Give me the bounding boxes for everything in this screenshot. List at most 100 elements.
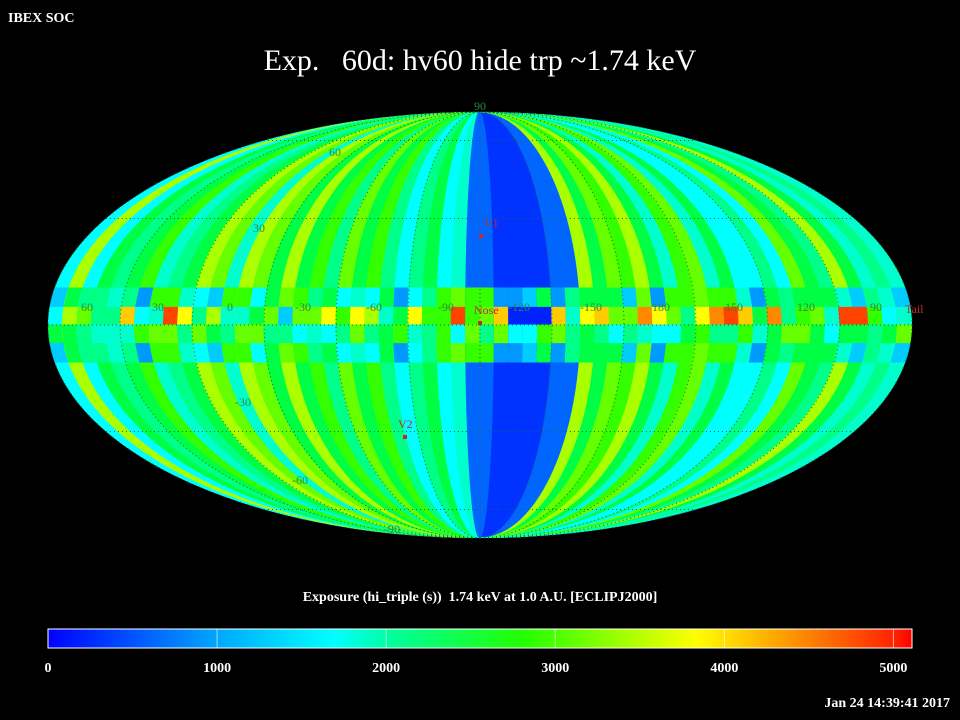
stripe-cell <box>336 343 353 363</box>
stripe-cell <box>881 324 899 345</box>
stripe-cell <box>465 343 481 363</box>
stripe-cell <box>421 305 438 326</box>
stripe-cell <box>493 324 510 345</box>
stripe-cell <box>838 324 855 345</box>
stripe-cell <box>407 324 424 345</box>
marker-dot <box>403 435 407 439</box>
marker-label: Nose <box>474 303 499 317</box>
stripe-cell <box>651 324 668 345</box>
stripe-cell <box>364 343 382 363</box>
stripe-cell <box>133 305 151 326</box>
stripe-cell <box>450 343 467 363</box>
marker-dot <box>478 321 482 325</box>
stripe-cell <box>621 343 639 363</box>
stripe-cell <box>608 324 625 345</box>
graticule <box>47 111 913 539</box>
colorbar-tick-label: 2000 <box>372 661 400 676</box>
longitude-label: 0 <box>227 300 233 314</box>
longitude-label: -30 <box>295 300 311 314</box>
stripe-cell <box>890 287 912 307</box>
stripe-cell <box>393 305 409 326</box>
colorbar-tick-label: 4000 <box>710 661 738 676</box>
longitude-label: 180 <box>652 300 670 314</box>
marker-label: V2 <box>398 417 413 431</box>
stripe-cell <box>133 324 151 345</box>
stripe-cell <box>663 343 682 363</box>
stripe-cell <box>177 324 194 345</box>
stripe-cell <box>565 324 582 345</box>
stripe-cell <box>191 324 208 345</box>
stripe-cell <box>723 324 740 345</box>
stripe-cell <box>507 343 524 363</box>
stripe-cell <box>61 305 79 326</box>
longitude-label: -60 <box>366 300 382 314</box>
stripe-cell <box>694 324 711 345</box>
colorbar-tick-label: 1000 <box>203 661 231 676</box>
stripe-cell <box>852 305 870 326</box>
longitude-label: 150 <box>725 300 743 314</box>
stripe-cell <box>249 305 266 326</box>
longitude-label: 30 <box>152 300 164 314</box>
stripe-cell <box>105 305 122 326</box>
stripe-cell <box>177 305 194 326</box>
stripe-cell <box>838 305 855 326</box>
stripe-cell <box>551 305 567 326</box>
stripe-cell <box>105 324 122 345</box>
stripe-cell <box>680 324 697 345</box>
stripe-cell <box>522 343 538 363</box>
stripe-cell <box>393 343 410 363</box>
stripe-cell <box>422 287 438 307</box>
longitude-label: -90 <box>438 300 454 314</box>
stripe-cell <box>708 324 726 345</box>
stripe-cell <box>622 324 639 345</box>
stripe-cell <box>321 287 339 307</box>
stripe-cell <box>349 305 366 326</box>
stripe-cell <box>119 305 137 326</box>
stripe-cell <box>766 324 783 345</box>
stripe-cell <box>263 324 280 345</box>
stripe-cell <box>379 343 396 363</box>
marker-label: Tail <box>905 302 924 316</box>
stripe-cell <box>621 287 639 307</box>
stripe-cell <box>205 305 223 326</box>
stripe-cell <box>780 305 798 326</box>
latitude-label: 90 <box>474 99 486 113</box>
stripe-cell <box>635 287 653 307</box>
longitude-label: -120 <box>508 300 530 314</box>
marker-label: V1 <box>484 216 499 230</box>
stripe-cell <box>205 324 223 345</box>
stripe-cell <box>737 324 755 345</box>
stripe-cell <box>536 324 553 345</box>
stripe-cell <box>866 324 884 345</box>
stripe-cell <box>665 324 683 345</box>
stripe-cell <box>249 324 266 345</box>
colorbar-label: Exposure (hi_triple (s)) 1.74 keV at 1.0… <box>303 590 658 605</box>
stripe-cell <box>895 324 912 345</box>
stripe-cell <box>536 305 553 326</box>
stripe-cell <box>607 343 624 363</box>
title: Exp. 60d: hv60 hide trp ~1.74 keV <box>264 44 697 77</box>
stripe-cell <box>278 343 297 363</box>
stripe-cell <box>809 324 827 345</box>
stripe-cell <box>350 343 368 363</box>
stripe-cell <box>321 305 338 326</box>
stripe-cell <box>780 324 798 345</box>
stripe-cell <box>162 324 180 345</box>
stripe-cell <box>421 324 438 345</box>
stripe-cell <box>479 343 495 363</box>
stripe-cell <box>752 305 769 326</box>
stripe-cell <box>321 324 338 345</box>
stripe-cell <box>76 324 94 345</box>
stripe-cell <box>335 324 352 345</box>
stripe-cell <box>551 324 567 345</box>
stripe-cell <box>292 343 311 363</box>
stripe-cell <box>607 287 624 307</box>
stripe-cell <box>278 287 297 307</box>
stripe-cell <box>277 305 295 326</box>
longitude-label: -150 <box>580 300 602 314</box>
stripe-cell <box>306 324 323 345</box>
stripe-cell <box>637 324 654 345</box>
stripe-cell <box>162 305 180 326</box>
stripe-cell <box>90 305 108 326</box>
